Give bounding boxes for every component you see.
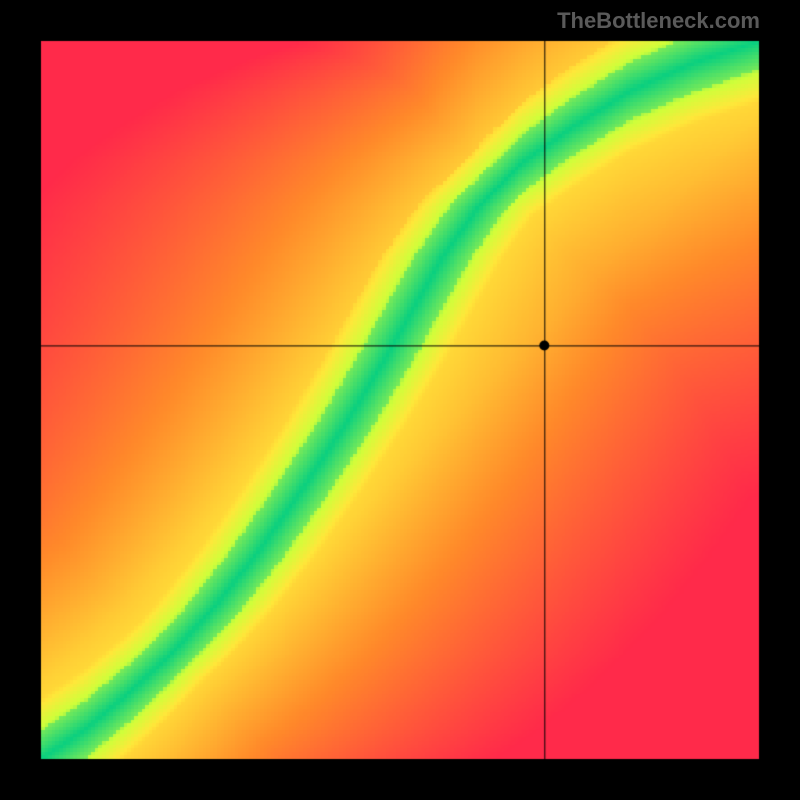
- bottleneck-chart: TheBottleneck.com: [0, 0, 800, 800]
- heatmap-canvas: [0, 0, 800, 800]
- watermark-text: TheBottleneck.com: [557, 8, 760, 34]
